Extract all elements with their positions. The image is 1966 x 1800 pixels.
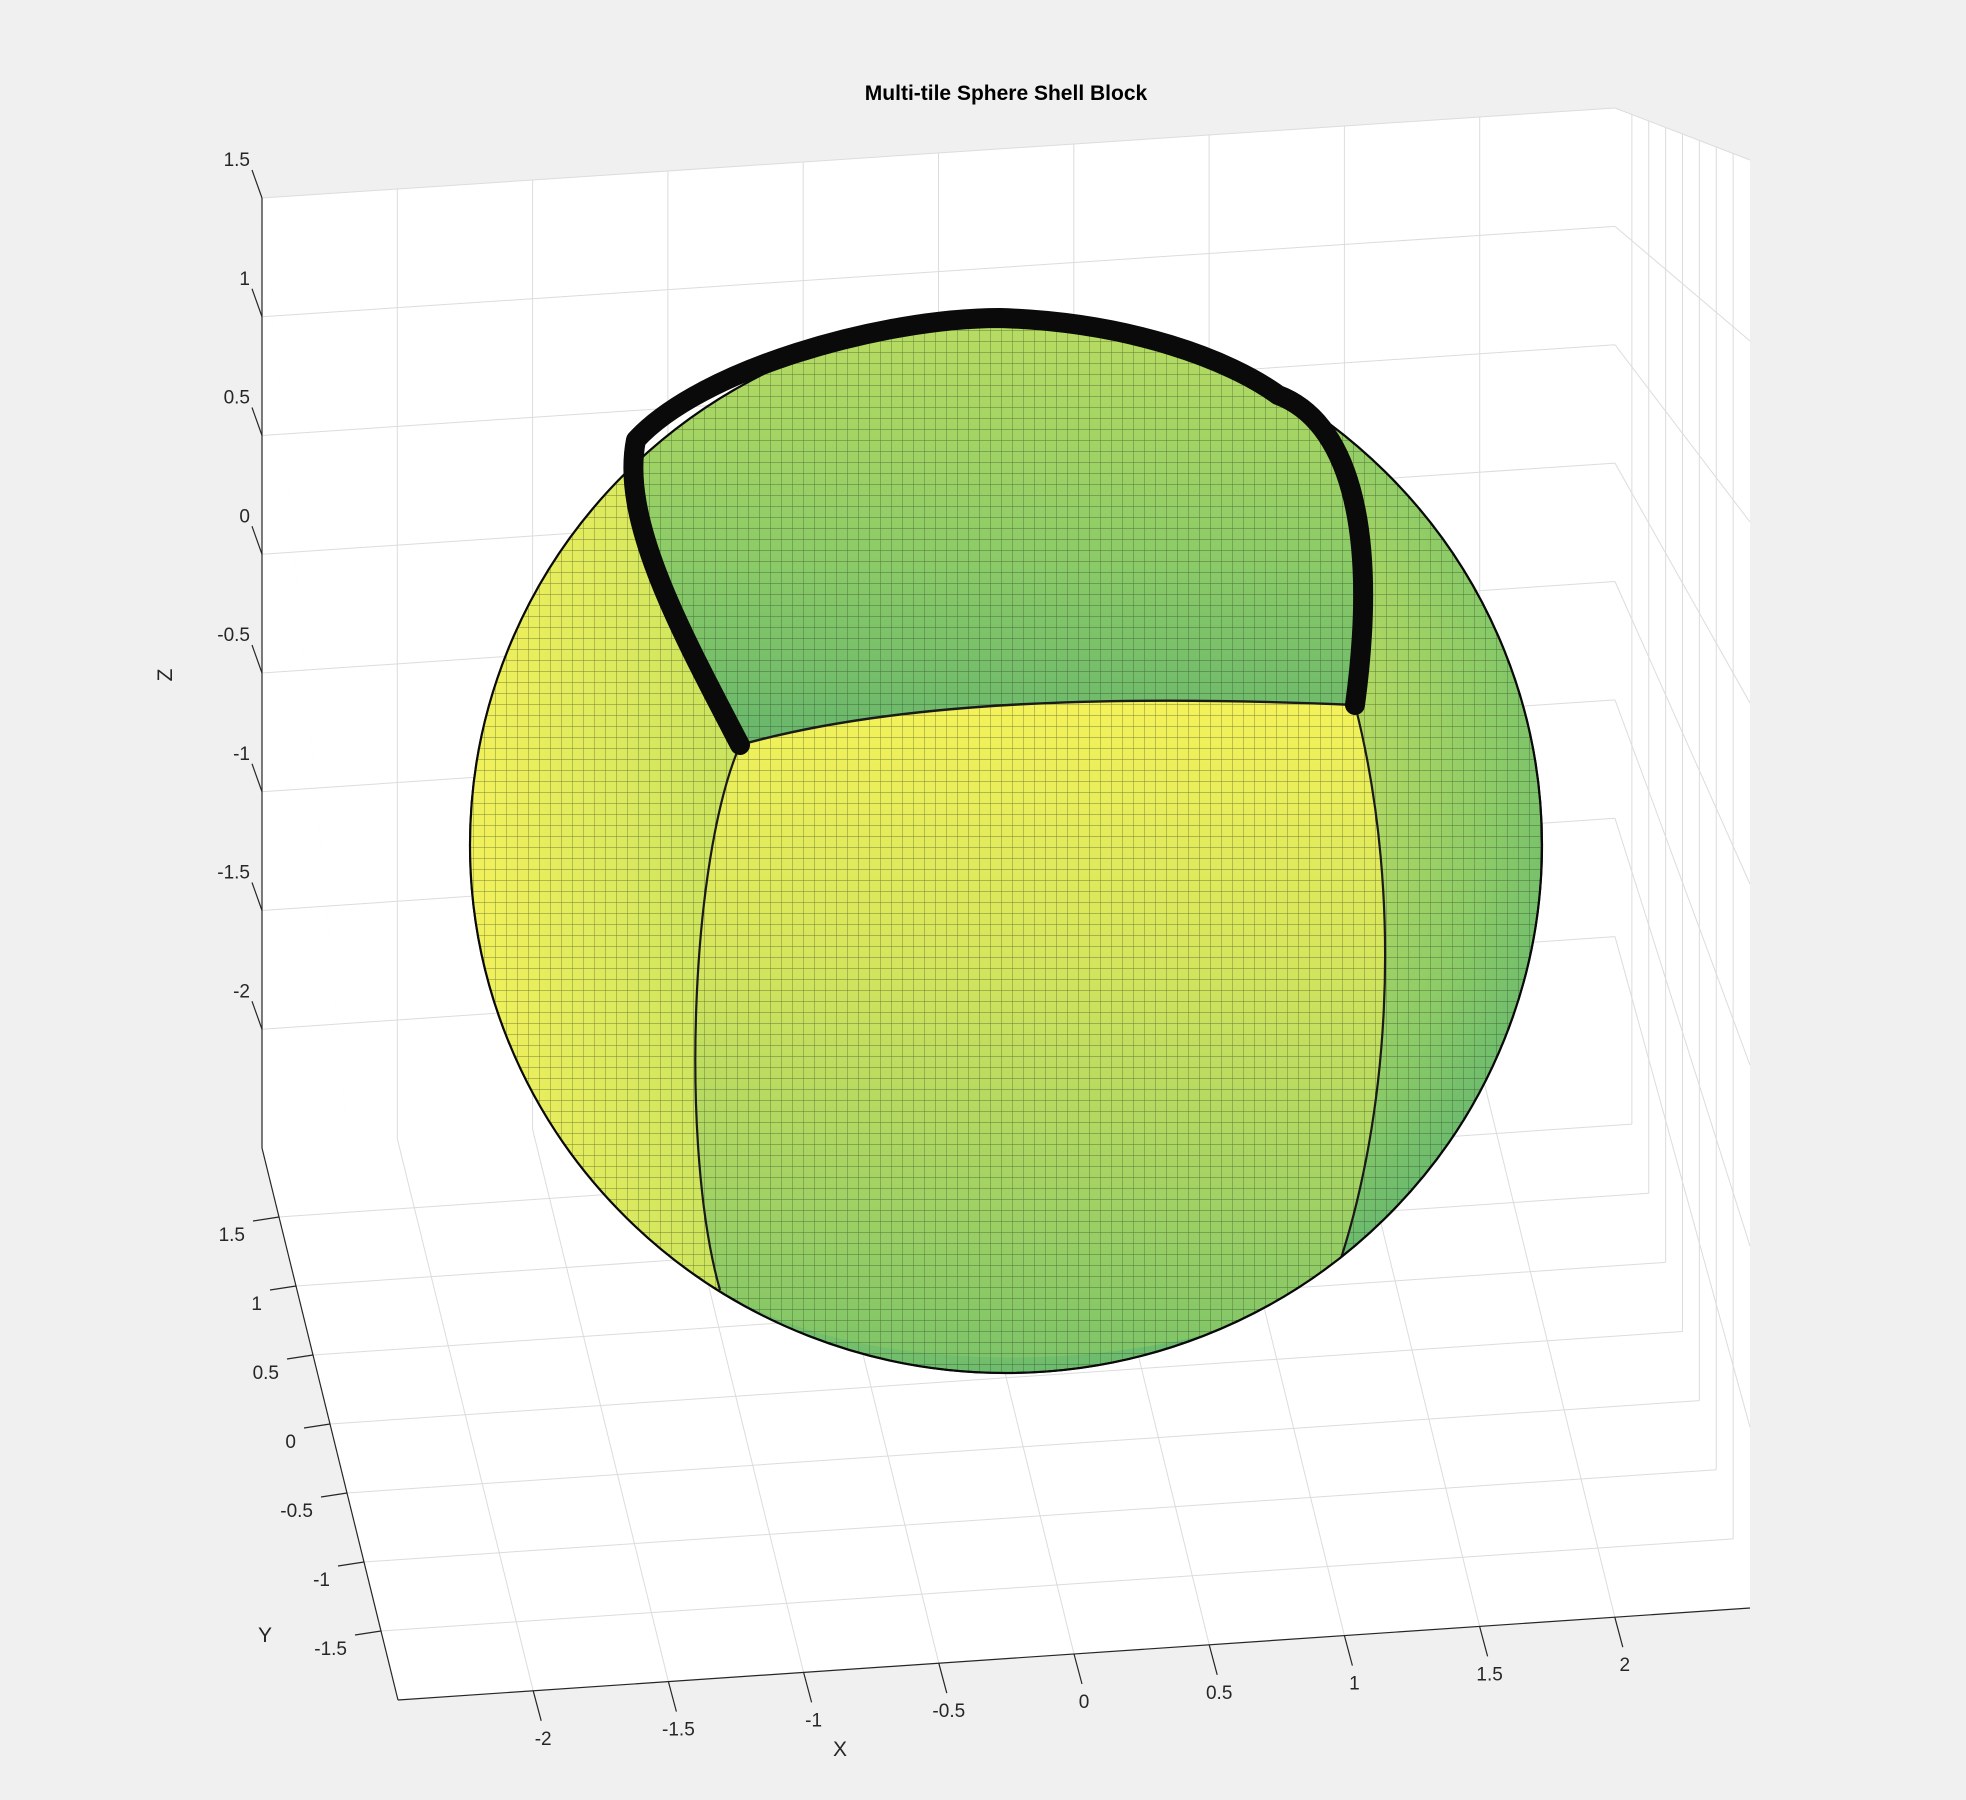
grid-line-z <box>261 107 1616 199</box>
sphere-shell-surface <box>468 308 1544 1375</box>
x-tick-label: 0 <box>1079 1692 1090 1713</box>
grid-line-z <box>1614 699 1751 1066</box>
tile-seam-top <box>739 699 1356 747</box>
x-tick-label: -0.5 <box>932 1701 965 1722</box>
x-tick-label: 2 <box>1620 1655 1631 1676</box>
z-tick-mark <box>251 763 263 792</box>
chart-title: Multi-tile Sphere Shell Block <box>865 82 1148 105</box>
grid-line-y <box>329 1331 1683 1425</box>
y-tick-mark <box>286 1354 314 1360</box>
z-tick-mark <box>251 882 263 911</box>
grid-line-z <box>1614 225 1751 342</box>
x-tick-label: -1 <box>805 1710 822 1731</box>
y-tick-label: -1.5 <box>314 1639 347 1660</box>
x-tick-label: 1.5 <box>1476 1664 1502 1685</box>
z-axis-label: Z <box>154 668 177 681</box>
x-tick-mark <box>1479 1626 1489 1657</box>
z-tick-label: -0.5 <box>217 625 250 646</box>
z-tick-label: 1.5 <box>224 150 250 171</box>
x-tick-mark <box>1614 1617 1624 1648</box>
y-tick-label: -1 <box>313 1570 330 1591</box>
x-tick-label: 1 <box>1349 1674 1360 1695</box>
z-tick-label: -1.5 <box>217 863 250 884</box>
x-tick-mark <box>1208 1644 1218 1675</box>
z-tick-mark <box>251 1001 263 1030</box>
x-tick-label: -1.5 <box>662 1720 695 1741</box>
z-tick-mark <box>251 407 263 436</box>
x-tick-label: -2 <box>535 1729 552 1750</box>
tile-seam-right <box>1328 704 1387 1291</box>
grid-line-y <box>346 1400 1700 1494</box>
grid-line-z <box>1614 936 1751 1428</box>
y-tick-label: 0.5 <box>253 1363 279 1384</box>
x-tick-mark <box>1343 1635 1353 1666</box>
grid-line-y <box>380 1538 1734 1632</box>
x-tick-mark <box>667 1681 677 1712</box>
y-tick-mark <box>337 1561 365 1567</box>
z-tick-label: 0.5 <box>224 388 250 409</box>
tick-labels: 1.5 1 0.5 0 -0.5 -1 -1.5 -2 -1.5 -1 -0.5 0 0.5 1 1.5 -2… <box>217 150 1630 1750</box>
grid-line-z <box>1614 344 1751 523</box>
x-tick-label: 0.5 <box>1206 1683 1232 1704</box>
z-tick-label: -2 <box>233 981 250 1002</box>
z-tick-mark <box>251 288 263 317</box>
z-tick-mark <box>251 169 263 199</box>
y-axis-label: Y <box>258 1624 272 1647</box>
y-tick-mark <box>303 1423 331 1429</box>
y-tick-mark <box>354 1630 382 1636</box>
grid-line-z <box>1614 818 1751 1247</box>
grid-line-z <box>1614 107 1751 161</box>
y-tick-label: 1.5 <box>219 1225 245 1246</box>
y-tick-mark <box>269 1285 297 1291</box>
grid-line-z <box>1614 462 1751 704</box>
y-tick-label: -0.5 <box>280 1501 313 1522</box>
y-tick-mark <box>252 1216 280 1222</box>
x-tick-mark <box>1073 1653 1083 1685</box>
grid-line-y <box>363 1469 1717 1563</box>
y-tick-label: 1 <box>251 1294 262 1315</box>
grid-line-z <box>261 225 1616 318</box>
grid-line-z <box>1614 581 1751 885</box>
y-tick-mark <box>320 1492 348 1498</box>
z-tick-label: 1 <box>239 269 250 290</box>
z-tick-label: 0 <box>239 506 250 527</box>
surface-mesh <box>470 317 1542 1373</box>
x-axis-label: X <box>833 1738 847 1761</box>
z-tick-label: -1 <box>233 744 250 765</box>
x-tick-mark <box>803 1672 813 1703</box>
z-tick-mark <box>251 526 263 555</box>
sphere-silhouette <box>468 315 1544 1375</box>
x-tick-mark <box>938 1663 948 1694</box>
tile-seam-left <box>694 744 742 1291</box>
z-tick-mark <box>251 644 263 674</box>
y-tick-label: 0 <box>285 1432 296 1453</box>
x-tick-mark <box>532 1690 542 1721</box>
